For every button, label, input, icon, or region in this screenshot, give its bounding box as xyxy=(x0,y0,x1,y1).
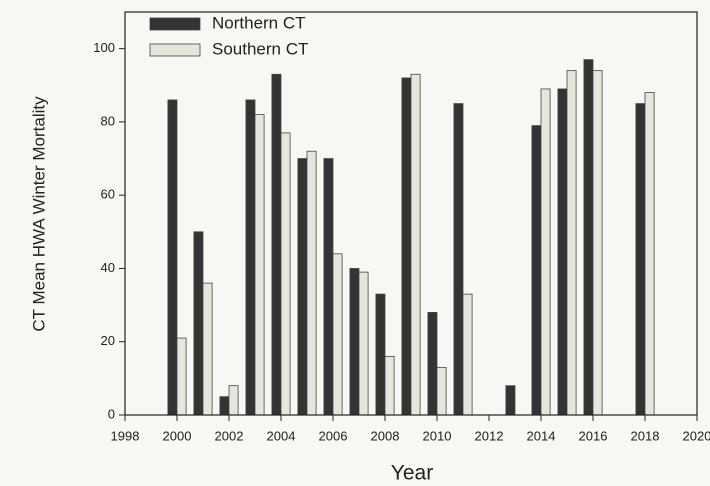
legend-swatch xyxy=(149,17,201,31)
bar xyxy=(410,73,421,416)
bar xyxy=(453,103,464,416)
plot-frame xyxy=(124,11,698,416)
bar xyxy=(540,88,551,416)
y-tick-label: 100 xyxy=(93,40,115,55)
bar xyxy=(332,253,343,416)
x-tick-label: 1998 xyxy=(111,428,140,443)
bar xyxy=(349,268,360,416)
bar xyxy=(566,70,577,416)
bar xyxy=(280,132,291,416)
bar xyxy=(375,293,386,416)
legend-swatch xyxy=(149,43,201,57)
bar xyxy=(167,99,178,416)
bar xyxy=(297,158,308,416)
bar xyxy=(384,355,395,416)
y-tick-label: 20 xyxy=(101,333,115,348)
bar xyxy=(592,70,603,416)
bar xyxy=(358,271,369,416)
y-tick-label: 60 xyxy=(101,187,115,202)
bar xyxy=(176,337,187,416)
bar xyxy=(505,385,516,416)
bar xyxy=(557,88,568,416)
x-tick-label: 2002 xyxy=(215,428,244,443)
bar xyxy=(531,125,542,416)
legend-label: Southern CT xyxy=(212,39,308,58)
x-tick-label: 2004 xyxy=(267,428,296,443)
bar xyxy=(427,312,438,416)
bar xyxy=(245,99,256,416)
bar xyxy=(436,366,447,416)
x-tick-label: 2014 xyxy=(527,428,556,443)
x-tick-label: 2012 xyxy=(475,428,504,443)
x-tick-label: 2020 xyxy=(683,428,710,443)
bar xyxy=(583,59,594,416)
bar xyxy=(202,282,213,416)
x-tick-label: 2008 xyxy=(371,428,400,443)
bar xyxy=(271,73,282,416)
bar xyxy=(254,114,265,416)
x-tick-label: 2006 xyxy=(319,428,348,443)
y-axis-label: CT Mean HWA Winter Mortality xyxy=(29,96,48,332)
bar xyxy=(462,293,473,416)
bar xyxy=(644,92,655,416)
legend-label: Northern CT xyxy=(212,13,306,32)
x-tick-label: 2000 xyxy=(163,428,192,443)
x-tick-label: 2018 xyxy=(631,428,660,443)
x-tick-label: 2016 xyxy=(579,428,608,443)
bar xyxy=(635,103,646,416)
bar xyxy=(401,77,412,416)
y-tick-label: 80 xyxy=(101,113,115,128)
y-tick-label: 0 xyxy=(108,406,115,421)
bar xyxy=(306,150,317,416)
bar xyxy=(323,158,334,416)
bar xyxy=(228,385,239,416)
x-axis-label: Year xyxy=(391,462,433,485)
bar xyxy=(193,231,204,416)
y-tick-label: 40 xyxy=(101,260,115,275)
x-tick-label: 2010 xyxy=(423,428,452,443)
bar xyxy=(219,396,230,416)
